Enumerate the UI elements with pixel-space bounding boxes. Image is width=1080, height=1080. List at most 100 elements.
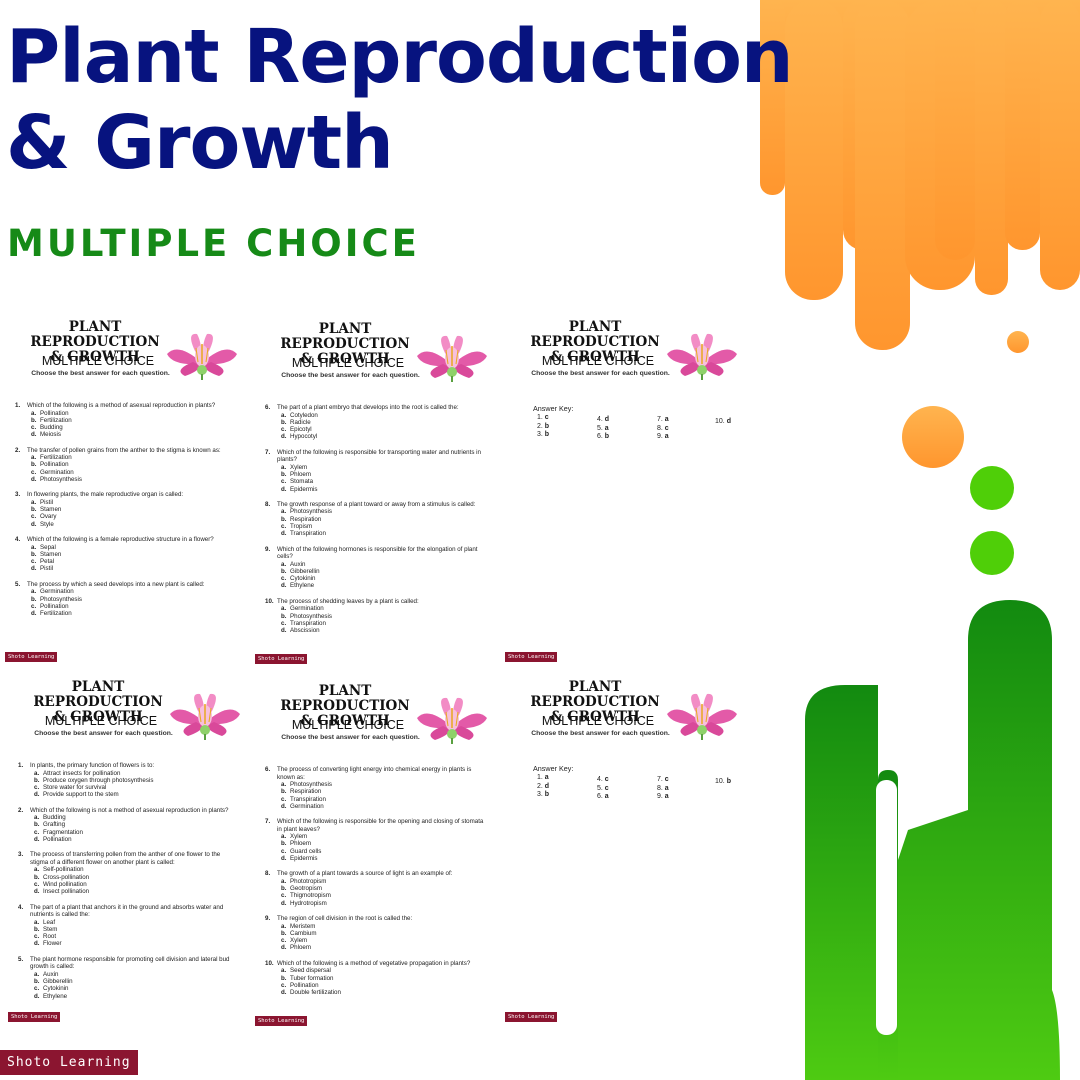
option-text: Gibberellin [43, 978, 73, 986]
question-number: 4. [15, 536, 21, 544]
option-text: Xylem [290, 833, 308, 841]
option-letter: c. [34, 784, 40, 792]
worksheet-title-line: PLANT REPRODUCTION [33, 679, 163, 710]
option-letter: d. [281, 944, 287, 952]
worksheet-title-line: & GROWTH [300, 351, 390, 367]
question-text: The process of converting light energy i… [277, 766, 472, 781]
option-letter: b. [34, 978, 40, 986]
option-letter: b. [31, 416, 37, 424]
question-number: 5. [15, 580, 21, 588]
answer-letter: c [544, 414, 549, 421]
option: c. Wind pollination [18, 881, 238, 888]
option-letter: a. [34, 970, 40, 978]
answer-letter: b [726, 778, 731, 786]
answer-number: 4. [597, 776, 603, 783]
option-text: Meristem [290, 922, 316, 930]
option-text: Pollination [290, 981, 319, 989]
option-letter: b. [281, 470, 287, 478]
option-letter: c. [281, 937, 287, 945]
option: d. Flower [18, 940, 238, 947]
answer: 9. a [657, 793, 669, 800]
option-letter: a. [34, 866, 40, 874]
option-text: Pistil [40, 498, 54, 506]
question: 1. Which of the following is a method of … [15, 402, 235, 439]
option-letter: d. [281, 855, 287, 863]
option: d. Fertilization [15, 610, 235, 617]
worksheet-title-line: PLANT REPRODUCTION [30, 319, 160, 350]
option-text: Tuber formation [290, 974, 334, 982]
answer-letter: d [604, 416, 610, 423]
brand-label: Shoto Learning [8, 1012, 61, 1022]
option-text: Epicotyl [290, 426, 312, 434]
worksheet-instruction: Choose the best answer for each question… [281, 734, 420, 741]
option: a. Pistil [15, 499, 235, 506]
option-text: Hydrotropism [290, 899, 327, 907]
answer: 9. a [657, 433, 669, 440]
worksheet-subtitle: MULTIPLE CHOICE [291, 356, 405, 370]
option: c. Epicotyl [265, 426, 485, 433]
option-letter: b. [31, 506, 37, 514]
option-letter: d. [281, 802, 287, 810]
option: b. Cambium [265, 930, 485, 937]
worksheet-title: PLANT REPRODUCTION & GROWTH [515, 320, 675, 365]
option-letter: b. [31, 461, 37, 469]
answer: 8. c [657, 425, 669, 432]
option-text: Epidermis [290, 485, 318, 493]
question-line: 9. Which of the following hormones is res… [265, 546, 485, 561]
option: c. Budding [15, 424, 235, 431]
option-letter: d. [281, 582, 287, 590]
option-letter: c. [34, 880, 40, 888]
answer-number: 9. [657, 793, 663, 800]
option: c. Xylem [265, 937, 485, 944]
option: d. Hypocotyl [265, 433, 485, 440]
answer-letter: a [664, 433, 669, 440]
option-letter: b. [281, 788, 287, 796]
option: c. Fragmentation [18, 829, 238, 836]
answer: 7. c [657, 776, 669, 783]
option: b. Photosynthesis [265, 613, 485, 620]
option-letter: c. [281, 575, 287, 583]
option-letter: c. [281, 981, 287, 989]
option: d. Photosynthesis [15, 476, 235, 483]
option: a. Photosynthesis [265, 508, 485, 515]
option: b. Respiration [265, 516, 485, 523]
option: a. Auxin [265, 561, 485, 568]
option-text: Cytokinin [290, 575, 316, 583]
option-text: Radicle [290, 418, 311, 426]
worksheet-subtitle: MULTIPLE CHOICE [541, 714, 655, 728]
option-text: Photosynthesis [290, 612, 332, 620]
option: a. Sepal [15, 544, 235, 551]
option-text: Germination [40, 588, 74, 596]
question-text: Which of the following is a female repro… [27, 536, 214, 544]
worksheet-title: PLANT REPRODUCTION & GROWTH [515, 680, 675, 725]
answer: 6. a [597, 793, 609, 800]
option-text: Pollination [43, 836, 72, 844]
option-text: Cambium [290, 929, 317, 937]
question-list: 1. Which of the following is a method of … [15, 402, 235, 625]
answer: 5. c [597, 785, 609, 792]
answer-number: 6. [597, 793, 603, 800]
option: c. Cytokinin [265, 575, 485, 582]
answer-number: 7. [657, 416, 663, 423]
option-text: Seed dispersal [290, 967, 331, 975]
answer-letter: a [604, 793, 609, 800]
worksheet-instruction: Choose the best answer for each question… [281, 372, 420, 379]
option-letter: d. [34, 940, 40, 948]
option-letter: d. [34, 791, 40, 799]
option: a. Photosynthesis [265, 781, 485, 788]
option-letter: c. [34, 985, 40, 993]
question-line: 6. The part of a plant embryo that develo… [265, 404, 485, 412]
option-letter: d. [281, 485, 287, 493]
option-letter: b. [281, 567, 287, 575]
question-line: 9. The region of cell division in the roo… [265, 915, 485, 923]
option-text: Produce oxygen through photosynthesis [43, 776, 154, 784]
question: 2. The transfer of pollen grains from the… [15, 447, 235, 484]
answer-number: 6. [597, 433, 603, 440]
answer: 7. a [657, 416, 669, 423]
option-text: Gibberellin [290, 567, 320, 575]
option-letter: c. [281, 619, 287, 627]
option-text: Insect pollination [43, 888, 90, 896]
brand-label: Shoto Learning [255, 654, 308, 664]
option: a. Leaf [18, 919, 238, 926]
option: d. Provide support to the stem [18, 791, 238, 798]
